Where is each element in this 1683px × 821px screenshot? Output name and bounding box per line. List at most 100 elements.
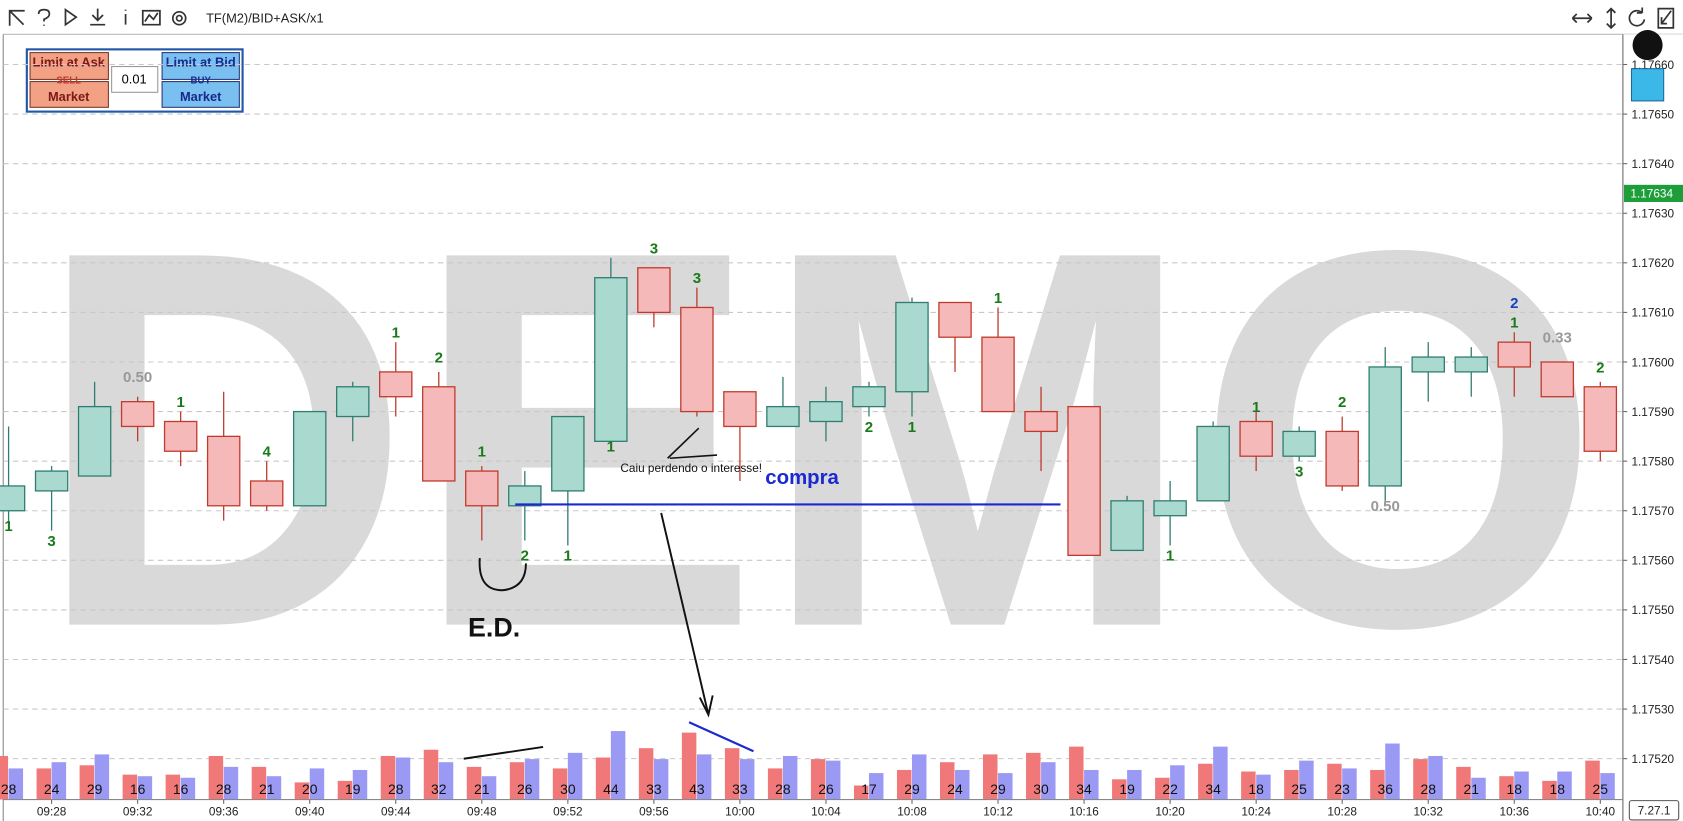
sell-label: SELL (56, 76, 81, 87)
volume-total: 25 (1291, 781, 1307, 797)
candle-label: 1 (1166, 548, 1174, 565)
x-tick-label: 10:32 (1413, 805, 1443, 819)
price-axis-bg (1622, 34, 1683, 800)
sell-volume-bar (122, 774, 138, 800)
x-tick-label: 09:36 (209, 805, 239, 819)
icon-collapse[interactable] (1657, 7, 1675, 29)
volume-total: 28 (388, 781, 404, 797)
volume-total: 16 (173, 781, 189, 797)
x-tick-label: 09:48 (467, 805, 497, 819)
price-axis: 1.17520 1.17530 1.17540 1.17550 1.17560 1.175… (1622, 58, 1683, 766)
sell-volume-bar (208, 755, 224, 800)
volume-total: 17 (861, 781, 877, 797)
sell-volume-bar (337, 780, 353, 800)
sell-volume-bar (0, 755, 9, 800)
icon-help[interactable] (37, 8, 51, 26)
buy-limit-button[interactable] (161, 52, 240, 80)
buy-volume-bar (309, 768, 325, 800)
buy-volume-bar (524, 759, 540, 800)
buy-volume-bar (653, 759, 669, 800)
candle-label: 1 (176, 394, 184, 411)
sell-volume-bar (1198, 763, 1213, 800)
sell-limit-button[interactable] (29, 52, 109, 80)
candle-body (551, 415, 585, 492)
candle-label: 4 (263, 444, 272, 461)
drawn-volume-line-blue (688, 721, 754, 753)
candle-label: 1 (607, 439, 615, 456)
icon-download[interactable] (90, 8, 106, 26)
candle-body (163, 420, 198, 452)
icon-stretch-x[interactable] (1571, 13, 1593, 24)
volume-total: 28 (216, 781, 232, 797)
candle-label: 2 (1596, 359, 1604, 376)
x-tick-label: 10:36 (1500, 805, 1530, 819)
candle-body (465, 470, 499, 507)
sell-volume-bar (1284, 769, 1299, 800)
candle-label: 0.50 (123, 369, 152, 386)
icon-cursor[interactable] (8, 9, 25, 26)
icon-settings[interactable] (171, 10, 187, 26)
volume-total: 34 (1076, 781, 1092, 797)
buy-volume-bar (1084, 769, 1099, 800)
candle-label: 2 (1510, 295, 1518, 312)
volume-total: 16 (130, 781, 146, 797)
sell-limit-label: Limit at Ask (32, 55, 105, 70)
candle-body (1368, 366, 1402, 487)
drawings (463, 427, 1061, 760)
icon-reset[interactable] (1628, 7, 1646, 27)
watermark-layer: DEMO (34, 139, 1601, 739)
y-tick-label: 1.17520 (1631, 752, 1674, 766)
volume-total: 18 (1550, 781, 1566, 797)
buy-volume-bar (825, 760, 841, 800)
buy-volume-bar (1299, 760, 1314, 800)
quantity-input[interactable] (111, 66, 159, 93)
sell-volume-bar (1069, 746, 1084, 800)
avatar[interactable] (1630, 68, 1665, 102)
x-tick-label: 09:44 (381, 805, 411, 819)
buy-volume-bar (1471, 777, 1486, 800)
sell-volume-bar (939, 762, 955, 800)
candle-body (379, 371, 413, 398)
icon-stretch-y[interactable] (1606, 7, 1616, 30)
candle-body (249, 480, 284, 507)
candle-label: 1 (908, 419, 916, 436)
candle-label: 2 (865, 419, 873, 436)
volume-total: 32 (431, 781, 447, 797)
candle-body (1325, 430, 1359, 487)
volume-total: 23 (1334, 781, 1350, 797)
buy-volume-bar (696, 754, 712, 800)
sell-volume-bar (1413, 759, 1428, 800)
icon-chart[interactable] (141, 9, 161, 26)
candle-body (809, 401, 843, 423)
volume-total: 24 (44, 781, 60, 797)
brand-icon[interactable] (1632, 30, 1663, 61)
buy-market-button[interactable] (161, 81, 240, 108)
sell-volume-bar (380, 755, 396, 800)
candle-body (1540, 361, 1575, 398)
x-tick-label: 10:40 (1586, 805, 1616, 819)
volume-total: 18 (1248, 781, 1264, 797)
candle-body (1497, 341, 1532, 368)
volume-total: 19 (345, 781, 361, 797)
volume-total: 21 (1463, 781, 1479, 797)
sell-volume-bar (1456, 766, 1471, 800)
volume-total: 33 (646, 781, 662, 797)
icon-play[interactable] (64, 8, 78, 27)
candle-body (1583, 386, 1618, 452)
buy-volume-bar (180, 777, 196, 800)
candle-body (1024, 410, 1058, 433)
buy-volume-bar (1127, 769, 1142, 800)
candle-label: 0.33 (1543, 330, 1572, 347)
x-tick-label: 09:52 (553, 805, 583, 819)
candle-body (1196, 425, 1230, 502)
candle-label: 0.50 (1371, 498, 1400, 515)
volume-total: 26 (818, 781, 834, 797)
sell-market-button[interactable] (29, 81, 109, 108)
volume-total: 29 (87, 781, 103, 797)
sell-volume-bar (509, 762, 525, 800)
y-tick-label: 1.17610 (1631, 306, 1674, 320)
x-tick-label: 10:04 (811, 805, 841, 819)
buy-volume-bar (1342, 768, 1357, 800)
volume-total: 21 (474, 781, 490, 797)
volume-total: 36 (1377, 781, 1393, 797)
